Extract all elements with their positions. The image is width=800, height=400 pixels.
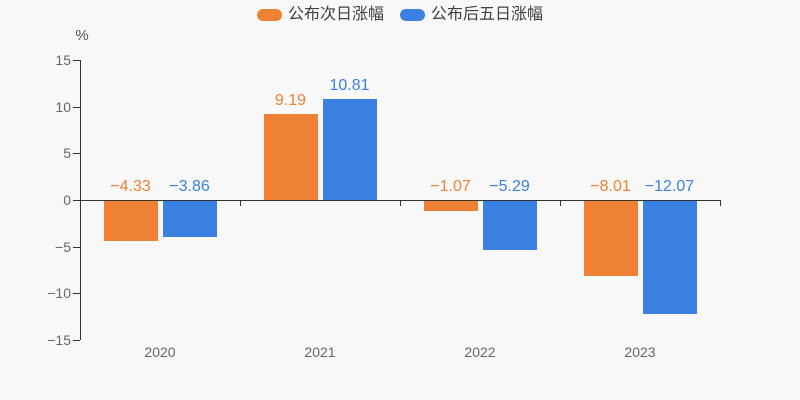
legend: 公布次日涨幅 公布后五日涨幅 xyxy=(0,5,800,25)
bar-value-label: −3.86 xyxy=(169,178,210,195)
bar-value-label: −8.01 xyxy=(590,178,631,195)
y-axis-tick xyxy=(73,200,80,201)
legend-marker-icon xyxy=(256,9,282,21)
y-axis-unit-label: % xyxy=(75,27,89,44)
y-axis-tick xyxy=(73,106,80,108)
y-axis-tick xyxy=(73,293,80,295)
x-tick-label: 2021 xyxy=(304,344,336,360)
y-axis-tick xyxy=(73,340,80,341)
bar[interactable] xyxy=(583,201,638,276)
bar[interactable] xyxy=(263,114,318,200)
bar[interactable] xyxy=(482,201,537,251)
bar[interactable] xyxy=(162,201,217,238)
x-axis-tick xyxy=(720,200,721,206)
y-tick-label: 0 xyxy=(63,192,71,208)
bar[interactable] xyxy=(103,201,158,242)
y-tick-label: −5 xyxy=(55,238,71,255)
bar-value-label: 10.81 xyxy=(329,77,370,95)
y-axis-tick xyxy=(73,246,80,248)
x-tick-label: 2022 xyxy=(464,344,496,360)
x-axis-tick xyxy=(400,200,401,206)
legend-item-label: 公布次日涨幅 xyxy=(287,6,384,23)
bar-value-label: −1.07 xyxy=(430,178,471,195)
bar-value-label: −4.33 xyxy=(110,178,151,195)
y-tick-label: 10 xyxy=(55,98,71,115)
x-axis-tick xyxy=(240,200,241,206)
bar[interactable] xyxy=(322,99,377,200)
y-axis-tick xyxy=(73,153,80,155)
legend-marker-icon xyxy=(400,9,425,21)
y-axis-tick xyxy=(73,60,80,61)
x-axis-tick xyxy=(560,200,561,206)
x-tick-label: 2023 xyxy=(624,344,656,360)
y-tick-label: −15 xyxy=(47,332,71,348)
legend-item[interactable]: 公布后五日涨幅 xyxy=(400,5,543,25)
y-tick-label: −10 xyxy=(47,285,71,302)
bar-value-label: −12.07 xyxy=(644,178,695,195)
bar[interactable] xyxy=(423,201,478,211)
legend-item[interactable]: 公布次日涨幅 xyxy=(256,5,384,25)
bar[interactable] xyxy=(642,201,697,314)
y-tick-label: 15 xyxy=(55,52,71,68)
legend-item-label: 公布后五日涨幅 xyxy=(431,6,544,23)
x-tick-label: 2020 xyxy=(144,344,176,360)
bar-value-label: −5.29 xyxy=(489,178,530,195)
bar-value-label: 9.19 xyxy=(274,92,307,110)
y-tick-label: 5 xyxy=(63,145,71,162)
